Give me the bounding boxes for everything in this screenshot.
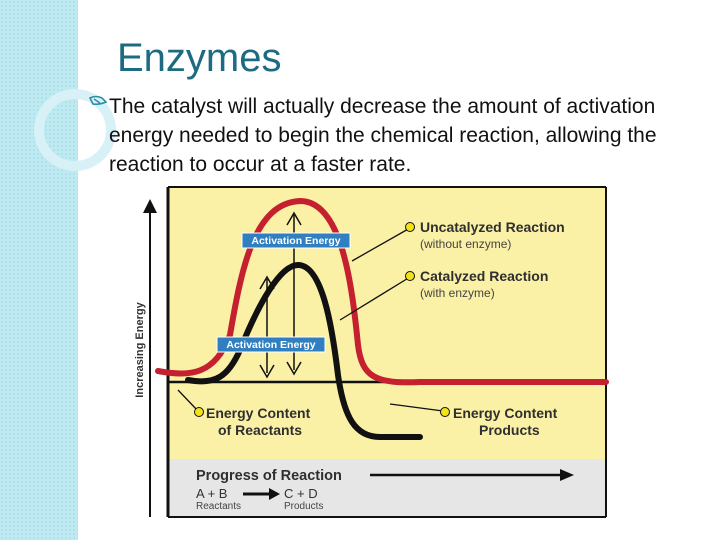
y-axis-label: Increasing Energy: [134, 301, 146, 397]
activation-label-lower: Activation Energy: [226, 339, 315, 351]
progress-arrowhead: [560, 469, 574, 481]
reactants-leader: [177, 389, 199, 412]
y-axis-arrowhead: [143, 199, 157, 213]
catalyzed-subtitle: (with enzyme): [420, 286, 495, 300]
activation-label-lower-box: [216, 336, 326, 353]
activation-energy-diagram: Increasing Energy Activation Energy Acti…: [134, 186, 609, 518]
reactants-energy-line2: of Reactants: [218, 422, 302, 438]
lower-arrow-head-bottom: [259, 364, 275, 379]
uncatalyzed-leader: [351, 227, 411, 262]
uncatalyzed-marker: [405, 222, 415, 232]
catalyzed-title: Catalyzed Reaction: [420, 268, 548, 284]
products-marker: [440, 407, 450, 417]
products-energy-line2: Products: [479, 422, 540, 438]
products-formula: C + D: [284, 486, 318, 501]
activation-label-upper: Activation Energy: [251, 235, 340, 247]
energy-panel: [168, 187, 606, 459]
products-caption: Products: [284, 501, 323, 512]
reactants-formula: A + B: [196, 486, 227, 501]
progress-label: Progress of Reaction: [196, 468, 342, 484]
reactants-energy-line1: Energy Content: [206, 405, 311, 421]
uncatalyzed-curve: [155, 197, 609, 386]
upper-arrow-head-top: [286, 211, 302, 226]
catalyzed-marker: [405, 271, 415, 281]
decorative-side-band: [0, 0, 78, 540]
lower-arrow-head-top: [259, 275, 275, 290]
products-energy-line1: Energy Content: [453, 405, 558, 421]
bullet-icon: [88, 95, 108, 106]
catalyzed-curve: [185, 261, 423, 440]
uncatalyzed-title: Uncatalyzed Reaction: [420, 219, 565, 235]
upper-arrow-head-bottom: [286, 361, 302, 376]
bullet-point: The catalyst will actually decrease the …: [88, 92, 705, 179]
formula-arrowhead: [269, 488, 280, 500]
slide-title: Enzymes: [117, 36, 282, 80]
decorative-ring: [34, 89, 116, 171]
reactants-caption: Reactants: [196, 501, 241, 512]
products-leader: [389, 403, 444, 412]
catalyzed-leader: [339, 276, 411, 321]
uncatalyzed-subtitle: (without enzyme): [420, 237, 511, 251]
progress-panel: [168, 459, 606, 517]
reactants-marker: [194, 407, 204, 417]
bullet-text: The catalyst will actually decrease the …: [109, 95, 657, 176]
activation-label-upper-box: [241, 232, 351, 249]
